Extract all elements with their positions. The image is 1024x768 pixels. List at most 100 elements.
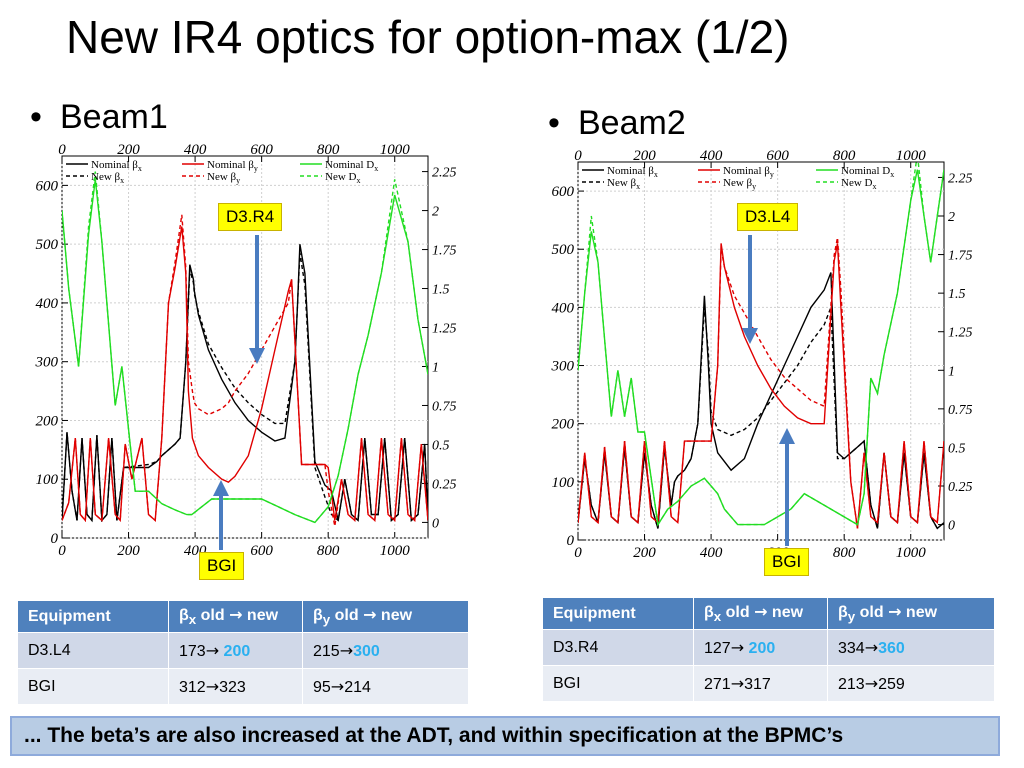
arrow-right-icon: → bbox=[730, 637, 745, 657]
arrow-right-icon: → bbox=[730, 673, 745, 693]
cell-beta-x: 312→323 bbox=[168, 668, 303, 705]
legend-label: Nominal Dx bbox=[325, 159, 378, 173]
x-tick-label: 800 bbox=[317, 543, 340, 559]
x-tick-label: 1000 bbox=[896, 545, 927, 561]
cell-equipment: D3.R4 bbox=[542, 629, 694, 666]
x-tick-label-top: 0 bbox=[58, 142, 66, 158]
y2-tick-label: 0 bbox=[948, 519, 955, 534]
cell-beta-y: 95→214 bbox=[302, 668, 469, 705]
bullet-dot-icon: • bbox=[548, 104, 560, 142]
x-tick-label-top: 0 bbox=[574, 148, 582, 164]
arrow-right-icon: → bbox=[205, 640, 220, 660]
arrow-head-up-icon bbox=[213, 480, 229, 496]
y2-tick-label: 2 bbox=[432, 205, 439, 220]
beam1-equipment-table: Equipment βx old → new βy old → new D3.L… bbox=[17, 600, 469, 705]
cell-equipment: BGI bbox=[542, 665, 694, 702]
table-header-row: Equipment βx old → new βy old → new bbox=[542, 597, 995, 630]
callout-bgi-beam2: BGI bbox=[764, 548, 810, 576]
arrow-right-icon: → bbox=[888, 602, 902, 622]
cell-beta-y: 215→300 bbox=[302, 632, 469, 669]
y-tick-label: 600 bbox=[36, 178, 59, 194]
x-tick-label-top: 1000 bbox=[896, 148, 927, 164]
x-tick-label: 0 bbox=[58, 543, 66, 559]
arrow-head-down-icon bbox=[249, 348, 265, 364]
legend-label: New Dx bbox=[325, 171, 360, 185]
x-tick-label: 1000 bbox=[380, 543, 411, 559]
y-tick-label: 300 bbox=[35, 355, 59, 371]
x-tick-label-top: 800 bbox=[833, 148, 856, 164]
bullet-beam2: • Beam2 bbox=[548, 104, 686, 143]
callout-bgi-beam1: BGI bbox=[199, 552, 245, 580]
y-tick-label: 200 bbox=[552, 417, 575, 433]
arrow-head-up-icon bbox=[779, 428, 795, 444]
x-tick-label: 800 bbox=[833, 545, 856, 561]
y2-tick-label: 1 bbox=[948, 364, 955, 379]
y2-tick-label: 0.25 bbox=[432, 477, 457, 492]
col-beta-y: βy old → new bbox=[302, 600, 469, 633]
table-row: BGI 312→323 95→214 bbox=[17, 668, 469, 705]
y2-tick-label: 1.75 bbox=[948, 249, 973, 264]
series-line-newdx bbox=[62, 171, 428, 524]
arrow-right-icon: → bbox=[363, 605, 377, 625]
arrow-right-icon: → bbox=[339, 640, 354, 660]
y-tick-label: 200 bbox=[36, 413, 59, 429]
col-beta-x: βx old → new bbox=[168, 600, 303, 633]
arrow-right-icon: → bbox=[754, 602, 768, 622]
bullet-dot-icon: • bbox=[30, 98, 42, 136]
x-tick-label: 400 bbox=[700, 545, 723, 561]
cell-beta-x: 127→ 200 bbox=[693, 629, 828, 666]
legend-label: Nominal βy bbox=[207, 159, 258, 173]
slide-title: New IR4 optics for option-max (1/2) bbox=[66, 11, 790, 63]
beam2-label: Beam2 bbox=[578, 104, 686, 142]
legend-label: Nominal βy bbox=[723, 165, 774, 179]
x-tick-label-top: 200 bbox=[633, 148, 656, 164]
y2-tick-label: 0.75 bbox=[948, 403, 973, 418]
beam1-label: Beam1 bbox=[60, 98, 168, 136]
cell-beta-y: 334→360 bbox=[827, 629, 995, 666]
y2-tick-label: 1.5 bbox=[948, 287, 966, 302]
cell-beta-x: 271→317 bbox=[693, 665, 828, 702]
table-row: D3.L4 173→ 200 215→300 bbox=[17, 632, 469, 669]
x-tick-label-top: 1000 bbox=[380, 142, 411, 158]
y2-tick-label: 0.5 bbox=[948, 441, 966, 456]
col-equipment: Equipment bbox=[17, 600, 169, 633]
x-tick-label-top: 600 bbox=[250, 142, 273, 158]
y2-tick-label: 2.25 bbox=[948, 171, 973, 186]
legend-label: New βy bbox=[207, 171, 240, 185]
series-line-newdx bbox=[578, 162, 944, 527]
legend-label: Nominal Dx bbox=[841, 165, 894, 179]
y-tick-label: 0 bbox=[567, 533, 575, 549]
series-line-newx bbox=[62, 252, 428, 523]
series-group bbox=[578, 162, 944, 530]
y2-tick-label: 2.25 bbox=[432, 166, 457, 181]
y-tick-label: 600 bbox=[552, 184, 575, 200]
x-tick-label-top: 400 bbox=[184, 142, 207, 158]
y2-tick-label: 1.25 bbox=[948, 326, 973, 341]
y2-tick-label: 1.5 bbox=[432, 283, 450, 298]
table-row: BGI 271→317 213→259 bbox=[542, 665, 995, 702]
table-row: D3.R4 127→ 200 334→360 bbox=[542, 629, 995, 666]
y-tick-label: 400 bbox=[552, 300, 575, 316]
x-tick-label: 600 bbox=[250, 543, 273, 559]
y2-tick-label: 1 bbox=[432, 360, 439, 375]
y-tick-label: 400 bbox=[36, 296, 59, 312]
cell-beta-x: 173→ 200 bbox=[168, 632, 303, 669]
table-header-row: Equipment βx old → new βy old → new bbox=[17, 600, 469, 633]
y2-tick-label: 0.5 bbox=[432, 438, 450, 453]
y-tick-label: 500 bbox=[36, 237, 59, 253]
arrow-right-icon: → bbox=[864, 673, 879, 693]
legend-label: Nominal βx bbox=[607, 165, 658, 179]
y2-tick-label: 2 bbox=[948, 210, 955, 225]
arrow-right-icon: → bbox=[330, 676, 345, 696]
cell-beta-y: 213→259 bbox=[827, 665, 995, 702]
y-tick-label: 0 bbox=[51, 531, 59, 547]
beam2-equipment-table: Equipment βx old → new βy old → new D3.R… bbox=[542, 597, 995, 702]
arrow-right-icon: → bbox=[205, 676, 220, 696]
cell-equipment: BGI bbox=[17, 668, 169, 705]
cell-equipment: D3.L4 bbox=[17, 632, 169, 669]
y2-tick-label: 0.75 bbox=[432, 399, 457, 414]
callout-d3l4: D3.L4 bbox=[737, 203, 799, 231]
x-tick-label-top: 400 bbox=[700, 148, 723, 164]
